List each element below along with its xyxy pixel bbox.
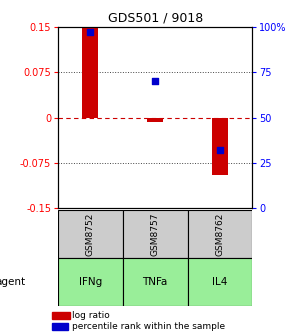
Text: IFNg: IFNg	[79, 277, 102, 287]
Text: TNFa: TNFa	[142, 277, 168, 287]
Bar	[123, 210, 188, 258]
Text: GSM8752: GSM8752	[86, 212, 95, 256]
Text: GSM8757: GSM8757	[151, 212, 160, 256]
Bar	[147, 118, 163, 122]
Text: GSM8762: GSM8762	[215, 212, 224, 256]
Text: IL4: IL4	[212, 277, 228, 287]
Bar	[188, 258, 252, 306]
Text: agent: agent	[0, 277, 26, 287]
Bar	[58, 210, 123, 258]
Title: GDS501 / 9018: GDS501 / 9018	[108, 11, 203, 24]
Bar	[52, 323, 68, 330]
Bar	[188, 210, 252, 258]
Point	[153, 79, 157, 84]
Bar	[52, 312, 70, 319]
Bar	[123, 258, 188, 306]
Bar	[58, 258, 123, 306]
Point	[218, 148, 222, 153]
Text: log ratio: log ratio	[72, 311, 110, 320]
Bar	[212, 118, 228, 175]
Bar	[82, 27, 99, 118]
Text: percentile rank within the sample: percentile rank within the sample	[72, 322, 226, 331]
Point	[88, 30, 93, 35]
